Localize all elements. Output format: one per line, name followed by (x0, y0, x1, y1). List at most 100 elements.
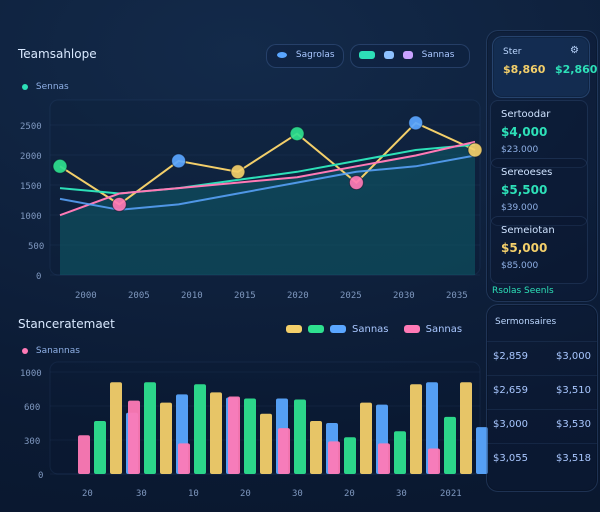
top-x-tick-7: 2030 (393, 291, 415, 301)
bar[interactable] (178, 443, 190, 474)
bottom-legend-label-2: Sannas (425, 323, 463, 335)
top-x-tick-2: 2005 (128, 291, 150, 301)
right-list-row-4[interactable]: $3,055 $3,518 (487, 443, 597, 478)
bar[interactable] (194, 384, 206, 474)
right-card-2[interactable]: Sereoeses $5,500 $39.000 (490, 158, 588, 226)
top-x-tick-1: 2000 (75, 291, 97, 301)
top-point[interactable] (52, 158, 68, 174)
bar[interactable] (144, 382, 156, 474)
bottom-y-axis: 1000 600 300 0 (20, 369, 43, 481)
right-list-row-2-left: $2,659 (493, 385, 528, 396)
right-list-row-3-right: $3,530 (556, 419, 591, 430)
right-summary-panel (486, 30, 598, 302)
top-chart-legend-label: Sennas (35, 82, 69, 92)
bottom-legend-swatch-yellow-icon (286, 325, 302, 333)
bar[interactable] (294, 399, 306, 475)
right-card-3[interactable]: Semeiotan $5,000 $85.000 (490, 216, 588, 284)
top-point[interactable] (230, 164, 246, 180)
bottom-small-legend: Sanannas (22, 346, 80, 356)
top-y-tick-2500: 2500 (20, 122, 42, 132)
top-line-chart: 2500 2000 1500 1000 500 0 2000 2005 2010… (20, 99, 483, 301)
bottom-y-tick-1000: 1000 (20, 369, 42, 379)
bar[interactable] (410, 384, 422, 474)
bottom-x-tick-7: 30 (396, 489, 407, 499)
bottom-legend-swatch-pink-icon (403, 325, 420, 333)
legend-swatch-pink-icon (402, 50, 413, 59)
right-list-row-1-right: $3,000 (556, 351, 591, 362)
bottom-y-tick-0: 0 (38, 471, 43, 481)
right-list-row-3[interactable]: $3,000 $3,530 (487, 409, 597, 444)
top-chart-legend: Sennas (22, 82, 69, 92)
bar[interactable] (310, 421, 322, 474)
right-list-row-4-right: $3,518 (556, 453, 591, 464)
top-y-axis: 2500 2000 1500 1000 500 0 (20, 122, 44, 282)
bottom-small-legend-label: Sanannas (35, 346, 80, 356)
bar[interactable] (328, 441, 340, 474)
right-list-row-3-left: $3,000 (493, 419, 528, 430)
top-series-points (52, 115, 483, 212)
bottom-x-axis: 20 30 10 20 30 20 30 2021 (82, 489, 462, 499)
right-list-row-2[interactable]: $2,659 $3,510 (487, 375, 597, 410)
bar[interactable] (260, 413, 272, 474)
legend-pill-1[interactable]: Sagrolas (266, 44, 344, 68)
bar[interactable] (394, 431, 406, 474)
bar[interactable] (110, 382, 122, 474)
top-x-tick-6: 2025 (340, 291, 362, 301)
right-top-card-value-left: $8,860 (503, 63, 546, 76)
bar[interactable] (476, 427, 488, 474)
bottom-bars (78, 382, 488, 474)
legend-dot-icon (22, 83, 28, 90)
bottom-legend-label-1: Sannas (352, 323, 389, 335)
top-x-tick-3: 2010 (181, 291, 203, 301)
bottom-legend-swatch-blue-icon (330, 325, 346, 333)
bar[interactable] (428, 448, 440, 475)
bar[interactable] (460, 382, 472, 474)
top-series-line-4 (59, 154, 476, 211)
bottom-section-title: Stanceratemaet (18, 317, 115, 331)
right-top-card[interactable]: Ster $8,860 $2,860 ⚙ (492, 36, 597, 98)
legend-swatch-icon (277, 51, 287, 58)
right-list-row-1-left: $2,859 (493, 351, 528, 362)
right-card-2-value: $5,500 (501, 183, 548, 197)
bar[interactable] (278, 428, 290, 474)
bottom-x-tick-1: 20 (82, 489, 93, 499)
top-point[interactable] (289, 126, 305, 142)
top-point[interactable] (408, 115, 424, 131)
right-card-1-value: $4,000 (501, 125, 548, 139)
bar[interactable] (94, 421, 106, 474)
dashboard-title: Teamsahlope (18, 47, 97, 61)
right-card-1[interactable]: Sertoodar $4,000 $23.000 (490, 100, 588, 168)
top-point[interactable] (467, 142, 483, 158)
legend-pill-2[interactable]: Sannas (350, 44, 470, 68)
bar[interactable] (78, 435, 90, 474)
right-footer-note: Rsolas Seenls (492, 286, 554, 296)
bar[interactable] (244, 398, 256, 475)
bottom-x-tick-2: 30 (136, 489, 147, 499)
bar[interactable] (128, 400, 140, 474)
top-point[interactable] (171, 153, 187, 169)
right-list-row-1[interactable]: $2,859 $3,000 (487, 341, 597, 376)
top-point[interactable] (348, 175, 364, 191)
bar[interactable] (444, 416, 456, 474)
bar[interactable] (210, 392, 222, 474)
top-x-tick-5: 2020 (287, 291, 309, 301)
right-list-row-2-right: $3,510 (556, 385, 591, 396)
bar[interactable] (228, 396, 240, 475)
top-series-line-1 (59, 121, 476, 206)
bottom-x-tick-5: 30 (292, 489, 303, 499)
gear-icon[interactable]: ⚙ (570, 45, 579, 56)
right-list-row-4-left: $3,055 (493, 453, 528, 464)
bar[interactable] (160, 402, 172, 474)
bottom-legend-item-2: Sannas (403, 323, 463, 335)
bottom-x-tick-8: 2021 (440, 489, 462, 499)
bar[interactable] (360, 402, 372, 474)
top-x-tick-8: 2035 (446, 291, 468, 301)
bottom-y-tick-600: 600 (24, 403, 40, 413)
legend-swatch-blue-icon (383, 50, 394, 59)
right-card-3-title: Semeiotan (501, 225, 555, 236)
legend-pill-2-label: Sannas (421, 50, 455, 60)
top-point[interactable] (111, 196, 127, 212)
bottom-legend-dot-icon (22, 347, 28, 354)
bar[interactable] (378, 443, 390, 474)
bar[interactable] (344, 437, 356, 474)
